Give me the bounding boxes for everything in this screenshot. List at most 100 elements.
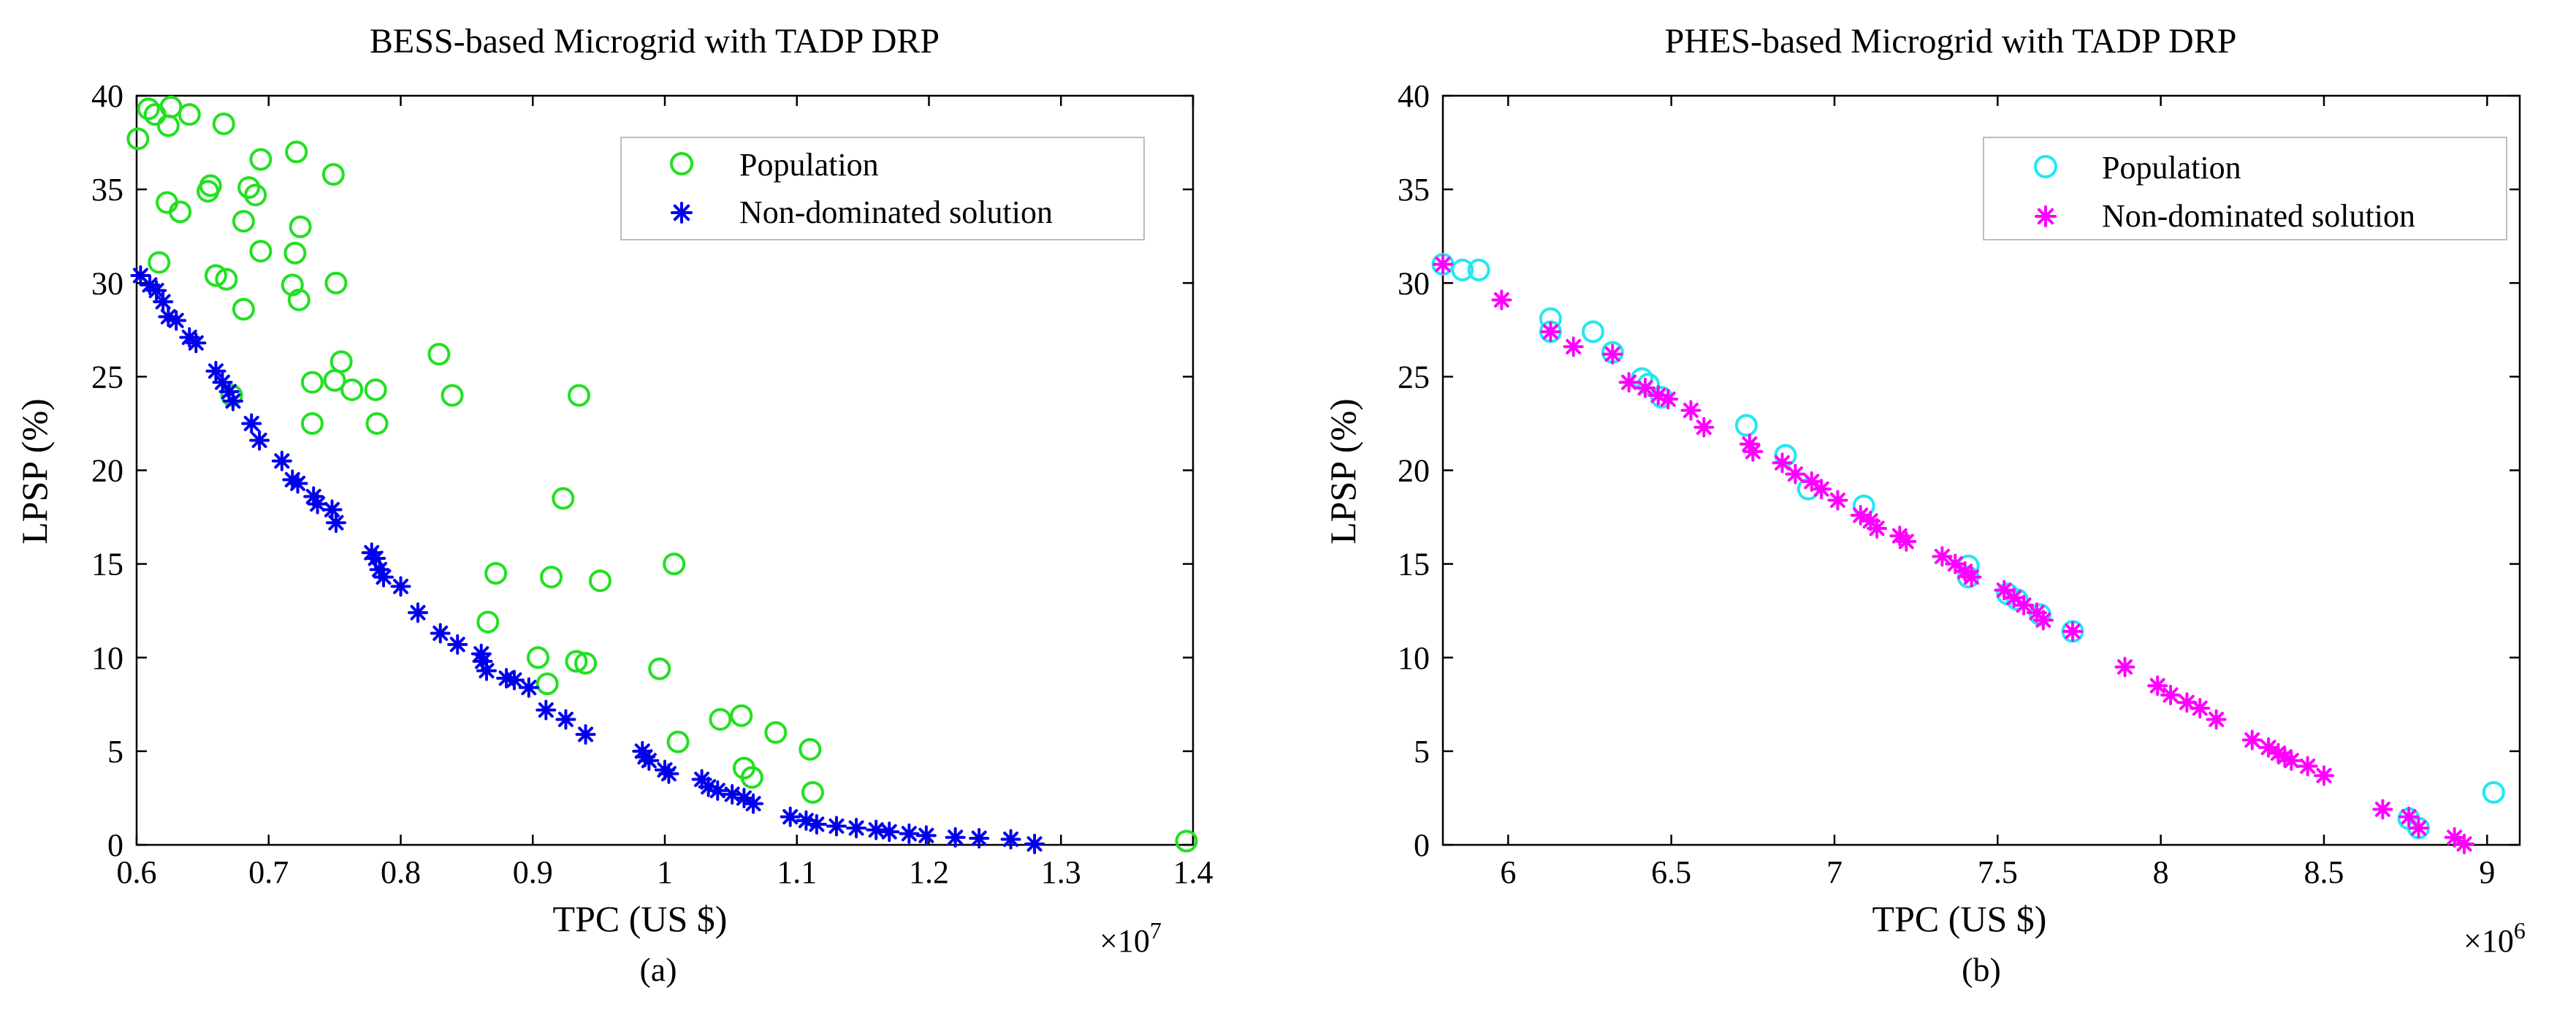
non-dominated-point-stroke bbox=[367, 550, 384, 566]
non-dominated-point-stroke bbox=[2016, 597, 2032, 613]
non-dominated-point bbox=[1961, 566, 1982, 588]
chart-b-legend-non-dominated-marker bbox=[2035, 205, 2057, 227]
x-tick-label: 1 bbox=[657, 854, 673, 890]
non-dominated-point-stroke bbox=[1683, 403, 1699, 418]
population-point bbox=[237, 176, 261, 200]
x-tick-label: 9 bbox=[2479, 854, 2495, 890]
chart-a-x-multiplier: ×107 bbox=[1100, 917, 1162, 959]
non-dominated-point bbox=[2003, 587, 2024, 608]
y-tick-label: 0 bbox=[1414, 827, 1430, 863]
chart-b-x-axis-label: TPC (US $) bbox=[1872, 898, 2047, 939]
non-dominated-point-stroke bbox=[1813, 481, 1829, 497]
non-dominated-point bbox=[575, 724, 596, 745]
y-tick-label: 30 bbox=[1398, 265, 1430, 301]
chart-a-non-dominated-series bbox=[130, 265, 1045, 854]
non-dominated-point bbox=[1618, 372, 1639, 393]
population-point bbox=[574, 651, 598, 675]
population-point bbox=[215, 267, 238, 291]
non-dominated-point-stroke bbox=[2149, 677, 2165, 694]
non-dominated-point bbox=[1785, 463, 1806, 485]
non-dominated-point-stroke bbox=[2401, 809, 2417, 825]
non-dominated-point bbox=[969, 828, 990, 849]
y-tick-label: 5 bbox=[107, 734, 123, 770]
chart-b-y-tick-labels: 0 5 10 15 20 25 30 35 40 bbox=[1398, 78, 1430, 863]
non-dominated-point-stroke bbox=[948, 830, 964, 846]
x-tick-label: 8.5 bbox=[2304, 854, 2344, 890]
non-dominated-point bbox=[2372, 799, 2393, 820]
chart-a-x-tick-labels: 0.6 0.7 0.8 0.9 1 1.1 1.2 1.3 1.4 bbox=[117, 854, 1213, 890]
non-dominated-point bbox=[2454, 833, 2475, 854]
x-tick-label: 0.7 bbox=[248, 854, 289, 890]
population-point bbox=[199, 174, 222, 197]
y-tick-label: 30 bbox=[91, 265, 123, 301]
non-dominated-point-stroke bbox=[290, 475, 306, 491]
y-tick-label: 0 bbox=[107, 827, 123, 863]
chart-b-population-series bbox=[1431, 253, 2505, 840]
y-tick-label: 35 bbox=[1398, 172, 1430, 208]
non-dominated-point-stroke bbox=[1604, 346, 1620, 363]
non-dominated-point bbox=[407, 602, 428, 623]
non-dominated-point-stroke bbox=[828, 818, 845, 834]
population-point bbox=[801, 781, 824, 804]
non-dominated-point bbox=[241, 413, 262, 434]
non-dominated-point-stroke bbox=[2065, 623, 2081, 639]
non-dominated-point bbox=[2013, 595, 2035, 615]
population-point bbox=[232, 297, 255, 321]
non-dominated-point bbox=[249, 430, 270, 451]
population-point bbox=[232, 210, 255, 233]
chart-a-legend-population-label: Population bbox=[739, 147, 879, 183]
non-dominated-point-stroke bbox=[1898, 534, 1914, 550]
non-dominated-point bbox=[1811, 479, 1832, 500]
non-dominated-point bbox=[2314, 765, 2334, 786]
y-tick-label: 20 bbox=[91, 453, 123, 489]
non-dominated-point bbox=[780, 806, 801, 827]
non-dominated-point-stroke bbox=[1650, 387, 1666, 403]
non-dominated-point-stroke bbox=[221, 384, 237, 400]
population-point bbox=[340, 378, 364, 401]
x-tick-label: 7.5 bbox=[1978, 854, 2018, 890]
non-dominated-point-stroke bbox=[782, 809, 799, 825]
non-dominated-point-stroke bbox=[328, 515, 344, 531]
non-dominated-point-stroke bbox=[736, 790, 752, 806]
non-dominated-point-stroke bbox=[2283, 753, 2299, 769]
non-dominated-point bbox=[186, 333, 207, 354]
non-dominated-point-stroke bbox=[2411, 820, 2427, 836]
chart-b-title: PHES-based Microgrid with TADP DRP bbox=[1665, 22, 2237, 61]
non-dominated-point-stroke bbox=[2316, 767, 2332, 783]
non-dominated-point bbox=[658, 763, 679, 784]
non-dominated-point bbox=[639, 750, 660, 771]
non-dominated-point bbox=[390, 576, 411, 597]
x-tick-label: 0.9 bbox=[513, 854, 553, 890]
y-tick-label: 20 bbox=[1398, 453, 1430, 489]
population-point bbox=[126, 127, 150, 151]
non-dominated-point-stroke bbox=[251, 433, 267, 448]
y-tick-label: 25 bbox=[91, 359, 123, 395]
non-dominated-point bbox=[1024, 833, 1045, 854]
non-dominated-point-stroke bbox=[225, 393, 241, 409]
population-point bbox=[476, 610, 500, 634]
population-point bbox=[169, 200, 192, 224]
y-tick-label: 25 bbox=[1398, 359, 1430, 395]
non-dominated-point bbox=[1994, 580, 2015, 601]
population-point bbox=[666, 730, 690, 754]
population-point bbox=[364, 378, 387, 401]
non-dominated-point-stroke bbox=[2456, 836, 2472, 852]
non-dominated-point-stroke bbox=[148, 283, 164, 298]
non-dominated-point-stroke bbox=[809, 816, 825, 832]
population-point bbox=[148, 251, 171, 274]
non-dominated-point-stroke bbox=[410, 604, 426, 620]
non-dominated-point-stroke bbox=[2244, 732, 2260, 748]
non-dominated-point bbox=[447, 634, 468, 655]
non-dominated-point bbox=[1932, 546, 1953, 567]
chart-a-y-tick-labels: 0 5 10 15 20 25 30 35 40 bbox=[91, 78, 123, 863]
non-dominated-point-stroke bbox=[243, 415, 259, 431]
legend-star-stroke bbox=[2037, 208, 2054, 225]
chart-a-x-multiplier-exponent: 7 bbox=[1150, 917, 1162, 944]
chart-a-caption: (a) bbox=[639, 951, 677, 988]
legend-star bbox=[671, 202, 693, 224]
non-dominated-point bbox=[1867, 517, 1888, 539]
non-dominated-point-stroke bbox=[305, 488, 321, 504]
non-dominated-point-stroke bbox=[557, 711, 573, 727]
chart-b-x-multiplier-exponent: 6 bbox=[2514, 917, 2526, 944]
non-dominated-point bbox=[373, 566, 395, 588]
